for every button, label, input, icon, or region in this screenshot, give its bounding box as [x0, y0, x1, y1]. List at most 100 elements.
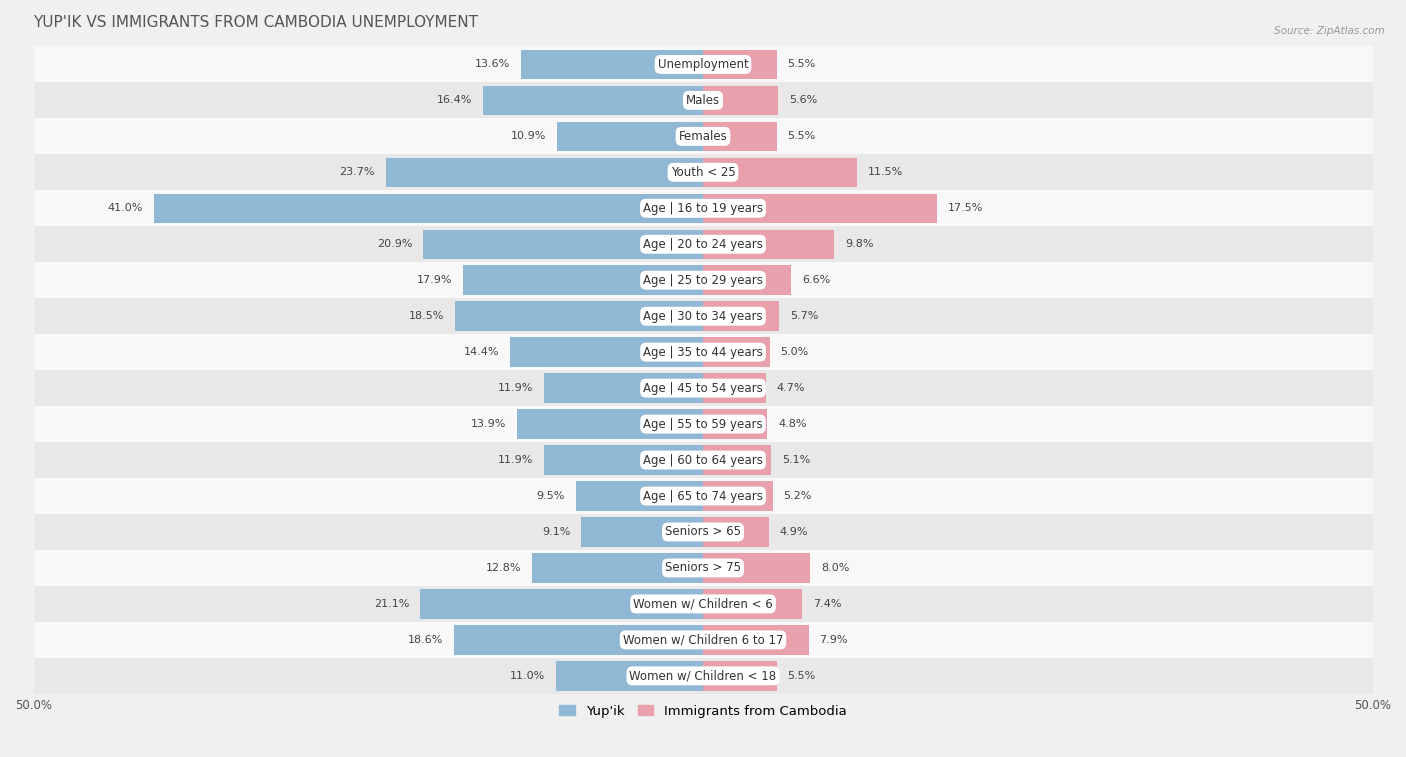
Text: 5.2%: 5.2%: [783, 491, 811, 501]
Text: 13.9%: 13.9%: [471, 419, 506, 429]
Text: Age | 30 to 34 years: Age | 30 to 34 years: [643, 310, 763, 322]
Bar: [703, 553, 810, 583]
Text: 11.9%: 11.9%: [498, 455, 533, 465]
Bar: [34, 442, 1372, 478]
Bar: [34, 586, 1372, 622]
Bar: [703, 589, 801, 618]
Bar: [703, 445, 772, 475]
Bar: [34, 658, 1372, 694]
Text: 9.1%: 9.1%: [543, 527, 571, 537]
Text: 10.9%: 10.9%: [510, 132, 547, 142]
Text: 17.5%: 17.5%: [948, 204, 983, 213]
Bar: [34, 118, 1372, 154]
Text: Age | 45 to 54 years: Age | 45 to 54 years: [643, 382, 763, 394]
Text: 5.7%: 5.7%: [790, 311, 818, 321]
Text: Unemployment: Unemployment: [658, 58, 748, 71]
Text: Age | 20 to 24 years: Age | 20 to 24 years: [643, 238, 763, 251]
Bar: [703, 517, 769, 547]
Text: 4.7%: 4.7%: [776, 383, 806, 393]
Bar: [576, 481, 703, 511]
Text: 8.0%: 8.0%: [821, 563, 849, 573]
Bar: [703, 661, 776, 690]
Text: 4.8%: 4.8%: [778, 419, 807, 429]
Text: 5.1%: 5.1%: [782, 455, 810, 465]
Bar: [703, 266, 792, 295]
Text: 12.8%: 12.8%: [485, 563, 520, 573]
Text: Source: ZipAtlas.com: Source: ZipAtlas.com: [1274, 26, 1385, 36]
Text: 17.9%: 17.9%: [418, 276, 453, 285]
Text: Age | 16 to 19 years: Age | 16 to 19 years: [643, 202, 763, 215]
Bar: [557, 122, 703, 151]
Text: 21.1%: 21.1%: [374, 599, 409, 609]
Bar: [544, 445, 703, 475]
Bar: [34, 46, 1372, 83]
Bar: [34, 622, 1372, 658]
Bar: [581, 517, 703, 547]
Bar: [703, 86, 778, 115]
Text: 9.5%: 9.5%: [537, 491, 565, 501]
Text: Age | 60 to 64 years: Age | 60 to 64 years: [643, 453, 763, 466]
Bar: [34, 190, 1372, 226]
Bar: [703, 194, 938, 223]
Text: 5.5%: 5.5%: [787, 60, 815, 70]
Text: 5.6%: 5.6%: [789, 95, 817, 105]
Text: 11.5%: 11.5%: [868, 167, 903, 177]
Bar: [34, 83, 1372, 118]
Bar: [420, 589, 703, 618]
Text: 5.5%: 5.5%: [787, 132, 815, 142]
Text: 7.4%: 7.4%: [813, 599, 841, 609]
Text: Women w/ Children < 18: Women w/ Children < 18: [630, 669, 776, 682]
Bar: [703, 410, 768, 439]
Bar: [454, 625, 703, 655]
Text: Females: Females: [679, 130, 727, 143]
Bar: [34, 370, 1372, 406]
Text: 5.0%: 5.0%: [780, 347, 808, 357]
Bar: [703, 50, 776, 79]
Text: Women w/ Children < 6: Women w/ Children < 6: [633, 597, 773, 610]
Text: 18.5%: 18.5%: [409, 311, 444, 321]
Text: 23.7%: 23.7%: [339, 167, 375, 177]
Bar: [703, 122, 776, 151]
Bar: [703, 481, 773, 511]
Text: Women w/ Children 6 to 17: Women w/ Children 6 to 17: [623, 634, 783, 646]
Text: Males: Males: [686, 94, 720, 107]
Text: Youth < 25: Youth < 25: [671, 166, 735, 179]
Bar: [385, 157, 703, 187]
Text: Age | 35 to 44 years: Age | 35 to 44 years: [643, 346, 763, 359]
Text: 7.9%: 7.9%: [820, 635, 848, 645]
Text: 6.6%: 6.6%: [801, 276, 831, 285]
Bar: [34, 514, 1372, 550]
Bar: [464, 266, 703, 295]
Bar: [703, 157, 858, 187]
Bar: [703, 373, 766, 403]
Bar: [34, 406, 1372, 442]
Bar: [34, 334, 1372, 370]
Text: 18.6%: 18.6%: [408, 635, 443, 645]
Text: 11.0%: 11.0%: [510, 671, 546, 681]
Bar: [34, 478, 1372, 514]
Bar: [34, 298, 1372, 334]
Bar: [34, 226, 1372, 262]
Bar: [34, 154, 1372, 190]
Text: Seniors > 75: Seniors > 75: [665, 562, 741, 575]
Bar: [456, 301, 703, 331]
Bar: [531, 553, 703, 583]
Text: Age | 65 to 74 years: Age | 65 to 74 years: [643, 490, 763, 503]
Legend: Yup'ik, Immigrants from Cambodia: Yup'ik, Immigrants from Cambodia: [554, 699, 852, 723]
Bar: [703, 625, 808, 655]
Bar: [484, 86, 703, 115]
Bar: [703, 301, 779, 331]
Bar: [34, 262, 1372, 298]
Text: 4.9%: 4.9%: [779, 527, 808, 537]
Text: 11.9%: 11.9%: [498, 383, 533, 393]
Text: YUP'IK VS IMMIGRANTS FROM CAMBODIA UNEMPLOYMENT: YUP'IK VS IMMIGRANTS FROM CAMBODIA UNEMP…: [34, 15, 478, 30]
Text: 9.8%: 9.8%: [845, 239, 873, 249]
Text: 13.6%: 13.6%: [475, 60, 510, 70]
Bar: [155, 194, 703, 223]
Bar: [517, 410, 703, 439]
Text: 16.4%: 16.4%: [437, 95, 472, 105]
Text: Age | 55 to 59 years: Age | 55 to 59 years: [643, 418, 763, 431]
Bar: [703, 338, 770, 367]
Text: Seniors > 65: Seniors > 65: [665, 525, 741, 538]
Text: 14.4%: 14.4%: [464, 347, 499, 357]
